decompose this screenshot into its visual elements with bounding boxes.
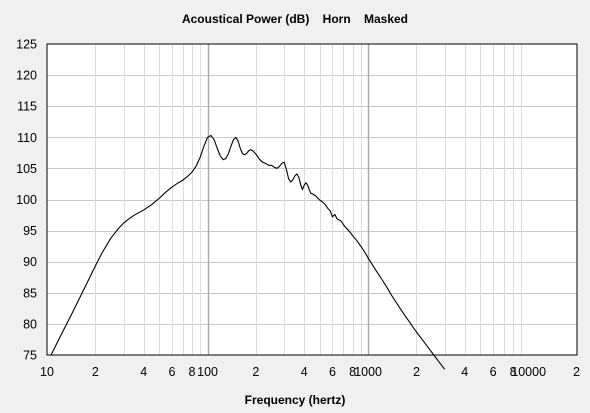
x-tick-label: 6 — [168, 365, 175, 379]
x-tick-label: 2 — [92, 365, 99, 379]
x-tick-label: 6 — [490, 365, 497, 379]
x-tick-label: 2 — [252, 365, 259, 379]
x-tick-label: 2 — [413, 365, 420, 379]
x-tick-label: 100 — [197, 365, 218, 379]
x-tick-label: 8 — [349, 365, 356, 379]
x-tick-label: 10000 — [511, 365, 546, 379]
y-tick-labels: 75 80 85 90 95 100 105 110 115 120 125 — [16, 38, 37, 363]
x-tick-label: 8 — [510, 365, 517, 379]
x-tick-label: 4 — [140, 365, 147, 379]
y-tick-label: 115 — [17, 100, 37, 114]
plot-area — [47, 44, 577, 355]
series-line — [50, 134, 446, 370]
y-tick-label: 120 — [16, 69, 37, 83]
y-tick-label: 85 — [23, 286, 37, 300]
y-tick-label: 80 — [23, 317, 37, 331]
series-layer — [50, 134, 446, 370]
grid-lines — [47, 44, 577, 355]
x-tick-label: 8 — [189, 365, 196, 379]
y-tick-label: 90 — [23, 255, 37, 269]
x-axis-title: Frequency (hertz) — [245, 393, 346, 407]
y-tick-label: 125 — [16, 38, 37, 52]
plot-frame — [46, 43, 578, 356]
y-tick-label: 95 — [23, 224, 37, 238]
x-tick-label: 4 — [461, 365, 468, 379]
x-tick-label: 4 — [301, 365, 308, 379]
chart-title: Acoustical Power (dB) Horn Masked — [182, 12, 408, 26]
y-tick-label: 75 — [23, 349, 37, 363]
x-tick-label: 2 — [573, 365, 580, 379]
y-tick-label: 100 — [16, 193, 37, 207]
y-tick-label: 105 — [16, 162, 37, 176]
x-tick-label: 10 — [40, 365, 54, 379]
x-tick-label: 1000 — [354, 365, 382, 379]
y-tick-label: 110 — [17, 131, 37, 145]
x-tick-label: 6 — [329, 365, 336, 379]
